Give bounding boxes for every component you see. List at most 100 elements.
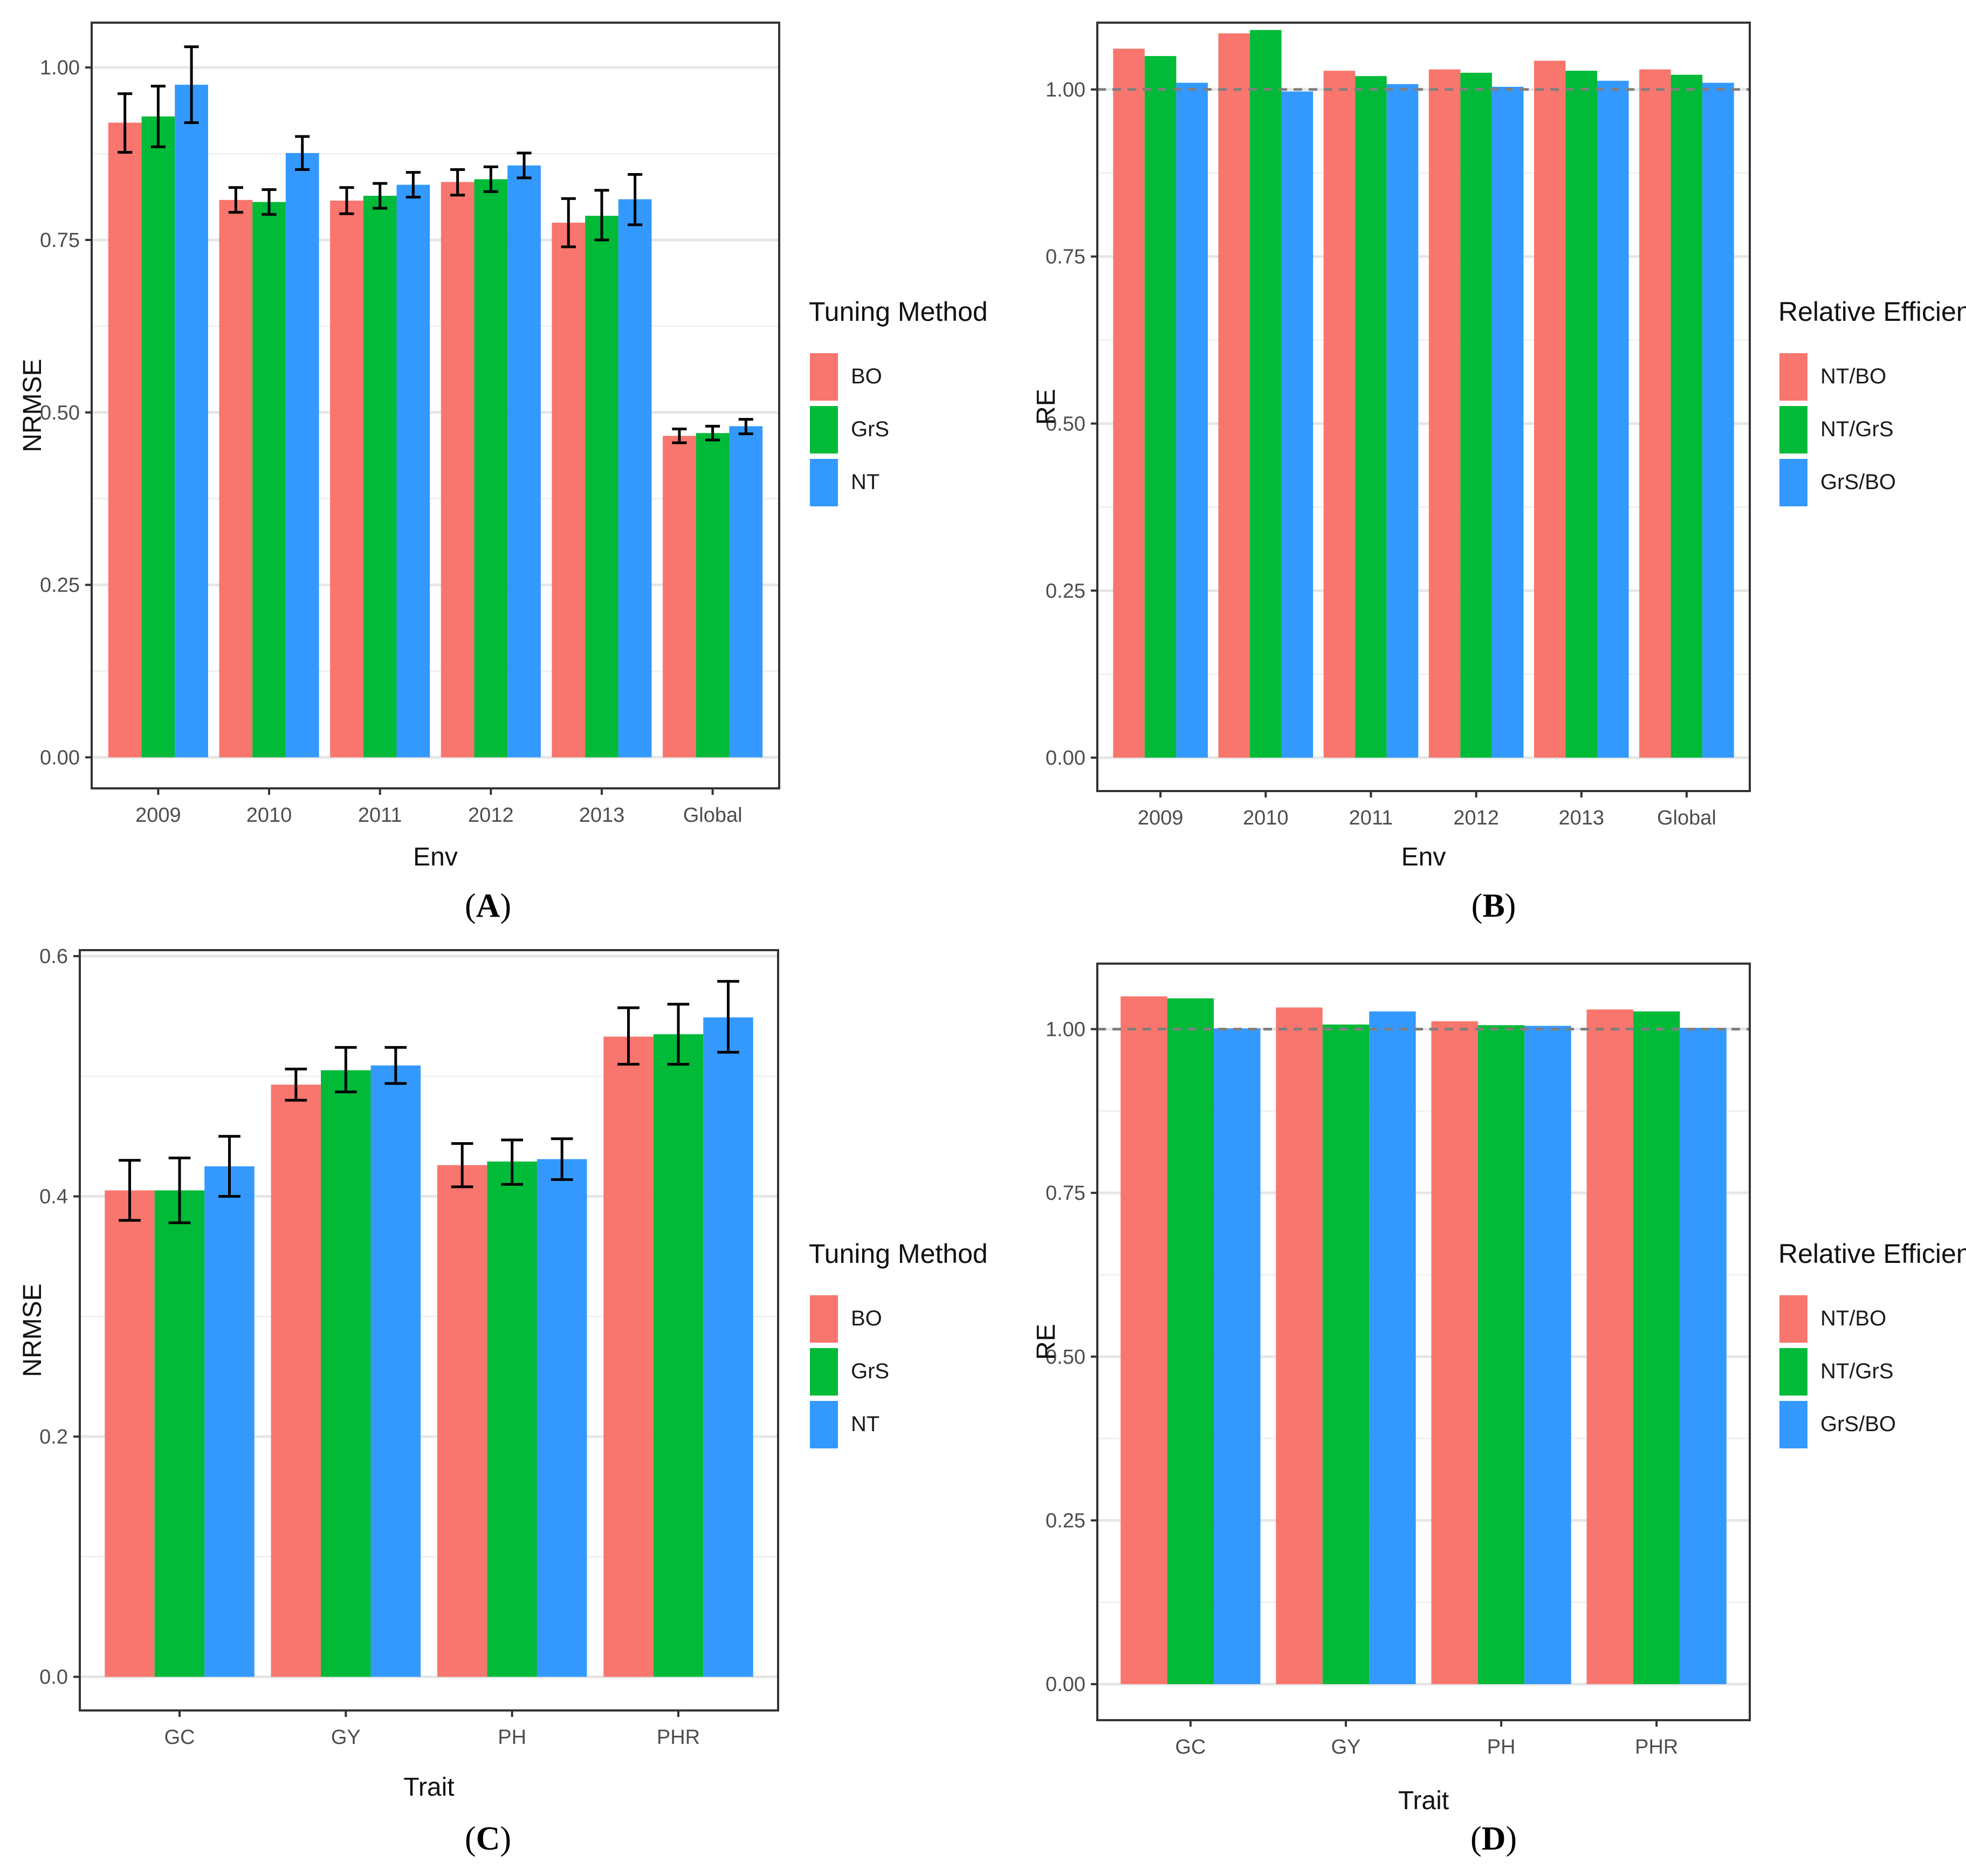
x-tick-label: Global (683, 804, 743, 827)
legend-title: Relative Efficiency (1778, 1239, 1966, 1269)
y-tick-label: 1.00 (40, 57, 80, 79)
bar-grs-bo-global (1702, 83, 1734, 758)
y-tick-label: 0.2 (39, 1426, 68, 1448)
bar-nt-bo-phr (1586, 1009, 1633, 1685)
y-tick-label: 0.6 (39, 945, 68, 968)
x-tick-label: 2009 (135, 804, 181, 827)
bar-nt-bo-2012 (1428, 69, 1461, 758)
caption-paren-open: ( (1470, 1820, 1482, 1857)
bar-grs-bo-2013 (1597, 80, 1629, 758)
chart-panel-d: 0.00 0.25 0.50 0.75 1.00 GC GY PH PHR Trait RE Rela… (1032, 963, 1966, 1857)
x-axis-title: Trait (403, 1773, 454, 1802)
bar-nt-2009 (175, 85, 208, 758)
x-tick-label: 2013 (1558, 807, 1604, 829)
legend-key-nt-grs (1779, 406, 1807, 453)
legend-label: NT (851, 470, 879, 494)
y-tick-label: 0.75 (1046, 246, 1085, 269)
y-tick-label: 0.75 (1046, 1182, 1085, 1205)
bar-nt-gy (370, 1065, 421, 1677)
caption-paren-open: ( (1472, 888, 1483, 924)
x-tick-label: PHR (657, 1726, 700, 1749)
bar-grs-2009 (141, 116, 175, 758)
x-axis-title: Env (1401, 843, 1446, 871)
x-tick-label: 2013 (579, 804, 625, 827)
y-tick-label: 0.25 (1046, 1510, 1085, 1533)
legend-title: Tuning Method (809, 297, 988, 327)
y-tick-label: 0.50 (1046, 413, 1085, 435)
y-tick-label: 0.50 (40, 402, 80, 424)
y-axis-title: NRMSE (18, 1283, 47, 1377)
bar-nt-grs-2013 (1565, 71, 1598, 758)
bar-bo-global (663, 436, 696, 758)
x-tick-label: GY (331, 1726, 361, 1749)
x-tick-label: PH (498, 1726, 526, 1749)
plot-border (79, 949, 779, 1712)
legend: Tuning Method BO GrS NT (809, 297, 988, 506)
bar-grs-bo-2011 (1386, 84, 1419, 758)
panel-caption: (C) (465, 1820, 511, 1857)
x-axis-title: Trait (1398, 1786, 1449, 1815)
panel-caption: (D) (1470, 1820, 1517, 1857)
plot-border (1096, 22, 1751, 792)
x-tick-label: 2010 (1243, 807, 1289, 829)
bar-grs-gc (154, 1190, 205, 1677)
bar-grs-2013 (585, 216, 618, 758)
legend-key-nt (810, 1401, 838, 1448)
legend-label: GrS (851, 417, 889, 441)
bar-nt-grs-2009 (1144, 56, 1177, 758)
bar-bo-2013 (552, 222, 586, 758)
legend-key-bo (810, 1295, 838, 1343)
bar-nt-2010 (285, 153, 319, 758)
bar-grs-ph (487, 1162, 537, 1677)
bar-grs-2010 (252, 202, 286, 758)
bar-nt-grs-ph (1477, 1025, 1525, 1685)
legend-key-nt-bo (1779, 1295, 1807, 1343)
bar-bo-2010 (219, 200, 253, 758)
bar-nt-bo-2013 (1534, 60, 1566, 758)
y-tick-label: 1.00 (1046, 1018, 1085, 1041)
caption-paren-close: ) (500, 1820, 511, 1857)
x-tick-label: PH (1487, 1736, 1516, 1758)
x-tick-label: 2012 (1453, 807, 1499, 829)
bar-nt-grs-global (1671, 74, 1703, 758)
bar-nt-bo-2009 (1113, 49, 1145, 758)
bar-nt-grs-gy (1322, 1024, 1370, 1685)
x-tick-label: GC (164, 1726, 195, 1749)
bar-grs-bo-gy (1369, 1011, 1416, 1685)
y-tick-label: 0.75 (40, 229, 80, 252)
plot-border (1096, 963, 1751, 1721)
caption-letter: A (476, 888, 500, 924)
bar-nt-grs-2011 (1355, 76, 1387, 758)
caption-paren-close: ) (1506, 1820, 1517, 1857)
bar-grs-bo-phr (1680, 1028, 1727, 1685)
y-tick-label: 0.4 (39, 1186, 68, 1208)
bar-grs-2011 (363, 196, 397, 758)
caption-paren-open: ( (465, 1820, 476, 1857)
bar-grs-bo-gc (1214, 1028, 1261, 1685)
y-tick-label: 0.00 (1046, 1673, 1085, 1696)
y-tick-label: 0.25 (40, 574, 80, 597)
bar-grs-bo-2009 (1176, 83, 1208, 758)
legend-title: Relative Efficiency (1778, 297, 1966, 327)
bar-bo-gc (105, 1190, 155, 1677)
legend-key-grs-bo (1779, 459, 1807, 506)
bar-nt-2011 (396, 184, 430, 758)
bar-bo-phr (603, 1036, 654, 1677)
legend-label: NT (851, 1412, 879, 1436)
legend-label: BO (851, 1307, 882, 1330)
legend-title: Tuning Method (809, 1239, 988, 1269)
bar-bo-gy (271, 1084, 321, 1677)
caption-paren-close: ) (500, 888, 511, 924)
chart-panel-b: 0.00 0.25 0.50 0.75 1.00 2009 2010 2011 2012 2013… (1032, 22, 1966, 924)
x-tick-label: 2012 (468, 804, 514, 827)
x-tick-label: PHR (1635, 1736, 1678, 1758)
caption-paren-close: ) (1505, 888, 1516, 924)
caption-letter: D (1482, 1820, 1506, 1857)
y-tick-label: 0.00 (40, 746, 80, 769)
bar-nt-phr (703, 1017, 753, 1677)
bar-nt-global (729, 426, 763, 758)
panel-caption: (A) (465, 888, 511, 924)
bar-grs-2012 (474, 179, 508, 758)
x-tick-label: GY (1331, 1736, 1360, 1758)
